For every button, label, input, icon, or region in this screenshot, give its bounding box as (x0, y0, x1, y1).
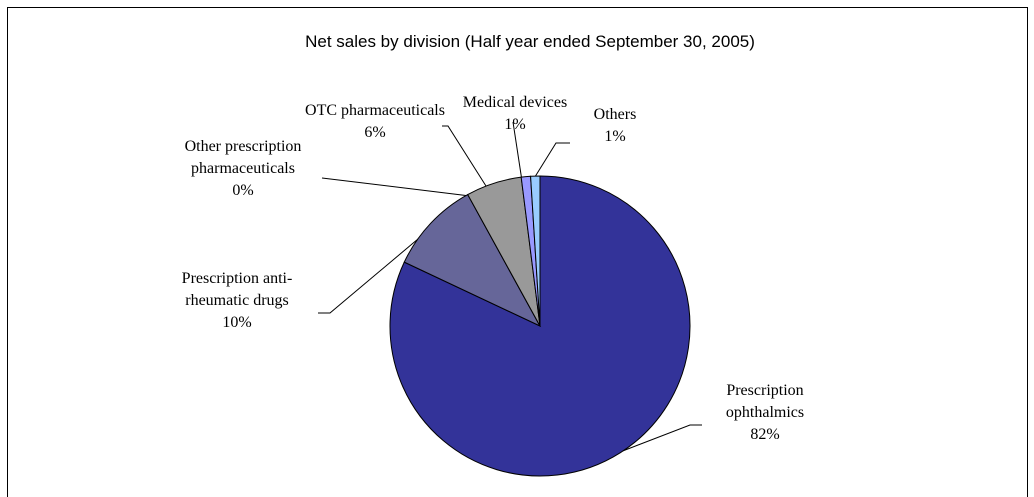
leader-line (619, 424, 702, 453)
data-label: Prescription anti-rheumatic drugs 10% (162, 268, 312, 334)
value-label: 82% (750, 426, 780, 443)
value-label: 0% (232, 182, 254, 199)
category-label: Others (593, 106, 637, 123)
leader-lines (318, 121, 702, 453)
data-label: Other prescription pharmaceuticals 0% (153, 136, 333, 202)
category-label: Other prescription pharmaceuticals (184, 138, 302, 177)
value-label: 10% (222, 314, 252, 331)
chart-title: Net sales by division (Half year ended S… (305, 32, 755, 51)
data-label: Others 1% (594, 104, 637, 148)
leader-line (532, 142, 570, 181)
category-label: Medical devices (462, 94, 568, 111)
leader-line (321, 177, 471, 197)
pie-slice (403, 193, 542, 328)
value-label: 1% (504, 116, 526, 133)
data-label: Medical devices 1% (463, 92, 567, 136)
category-label: Prescription anti-rheumatic drugs (181, 270, 293, 309)
leader-line (512, 121, 523, 182)
data-label: Prescription ophthalmics 82% (705, 380, 825, 446)
chart-frame (7, 7, 1028, 497)
leader-line (442, 125, 487, 187)
category-label: Prescription ophthalmics (725, 382, 805, 421)
category-label: OTC pharmaceuticals (305, 102, 445, 119)
value-label: 1% (604, 128, 626, 145)
data-label: OTC pharmaceuticals 6% (305, 100, 445, 144)
pie-slice (530, 175, 541, 327)
value-label: 6% (364, 124, 386, 141)
